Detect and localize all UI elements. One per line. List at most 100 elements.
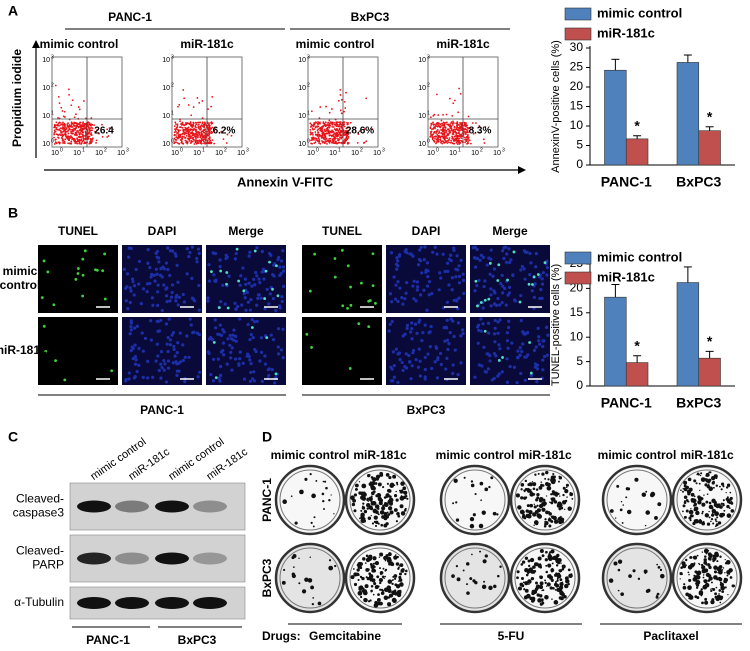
colony [379,552,383,556]
colony [518,586,522,590]
flow-dot [75,126,77,128]
blot-band [155,501,189,513]
nucleus [416,285,419,288]
flow-dot [91,141,93,143]
colony [358,587,362,591]
flow-dot [456,142,458,144]
flow-dot [71,137,73,139]
flow-dot [437,122,439,124]
nucleus [424,356,427,359]
nucleus [514,299,517,302]
flow-dot [181,141,183,143]
flow-dot [182,89,184,91]
bar [677,283,699,386]
nucleus [272,263,275,266]
flow-dot [329,123,331,125]
colony [688,574,690,576]
nucleus [176,341,179,344]
nucleus [390,251,393,254]
nucleus [234,357,237,360]
nucleus [214,280,217,283]
colony [702,511,704,513]
flow-dot [193,106,195,108]
nucleus [428,293,431,296]
flow-dot [80,127,82,129]
apoptotic-cell [360,282,363,285]
colony [687,585,692,590]
drug-label: 5-FU [498,629,525,643]
nucleus [539,288,542,291]
nucleus [391,320,394,323]
colony [701,601,704,604]
stain-label: TUNEL [322,224,362,238]
flow-dot [59,142,61,144]
colony [362,502,364,504]
nucleus [269,292,272,295]
flow-dot [201,131,203,133]
nucleus [223,330,226,333]
colony [703,494,704,495]
nucleus [523,332,526,335]
flow-dot [438,125,440,127]
nucleus [488,354,491,357]
nucleus [462,279,465,282]
nucleus [389,323,392,326]
flow-dot [61,137,63,139]
colony [560,563,561,564]
flow-dot [441,125,443,127]
nucleus [506,381,509,384]
colony [388,506,392,510]
flow-dot [452,102,454,104]
flow-dot [309,129,311,131]
apoptotic-cell [497,263,500,266]
nucleus [240,303,243,306]
nucleus [426,275,429,278]
nucleus [406,327,409,330]
flow-dot [434,123,436,125]
colony [475,493,477,495]
flow-dot [450,127,452,129]
flow-dot [365,97,367,99]
colony [484,487,488,491]
nucleus [493,267,496,270]
nucleus [480,364,483,367]
nucleus [146,282,149,285]
flow-dot [459,133,461,135]
colony [552,556,556,560]
apoptotic-cell [476,305,479,308]
nucleus [491,378,494,381]
nucleus [280,259,283,262]
nucleus [244,277,247,280]
tick-base: 10 [493,150,501,157]
nucleus [460,259,463,262]
colony [373,509,378,514]
colony [730,502,733,505]
nucleus [390,379,393,382]
colony [536,593,539,596]
nucleus [183,380,186,383]
nucleus [277,327,280,330]
nucleus [424,375,427,378]
colony [568,574,572,578]
flow-dot [365,140,367,142]
nucleus [277,256,280,259]
colony [379,556,380,557]
nucleus [415,332,418,335]
flow-dot [322,142,324,144]
flow-dot [83,139,85,141]
colony [333,513,334,514]
nucleus [156,354,159,357]
nucleus [195,260,198,263]
nucleus [477,279,480,282]
nucleus [189,318,192,321]
condition-label: mimic control [271,448,350,462]
y-tick-label: 5 [576,354,583,368]
colony [700,475,701,476]
flow-dot [315,133,317,135]
flow-dot [191,136,193,138]
colony [536,563,539,566]
panel-label: A [8,3,18,19]
flow-dot [437,137,439,139]
apoptotic-cell [265,270,268,273]
apoptotic-cell [219,270,222,273]
